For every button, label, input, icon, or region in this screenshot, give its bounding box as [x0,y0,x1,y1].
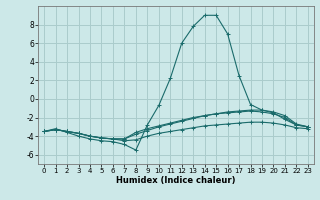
X-axis label: Humidex (Indice chaleur): Humidex (Indice chaleur) [116,176,236,185]
